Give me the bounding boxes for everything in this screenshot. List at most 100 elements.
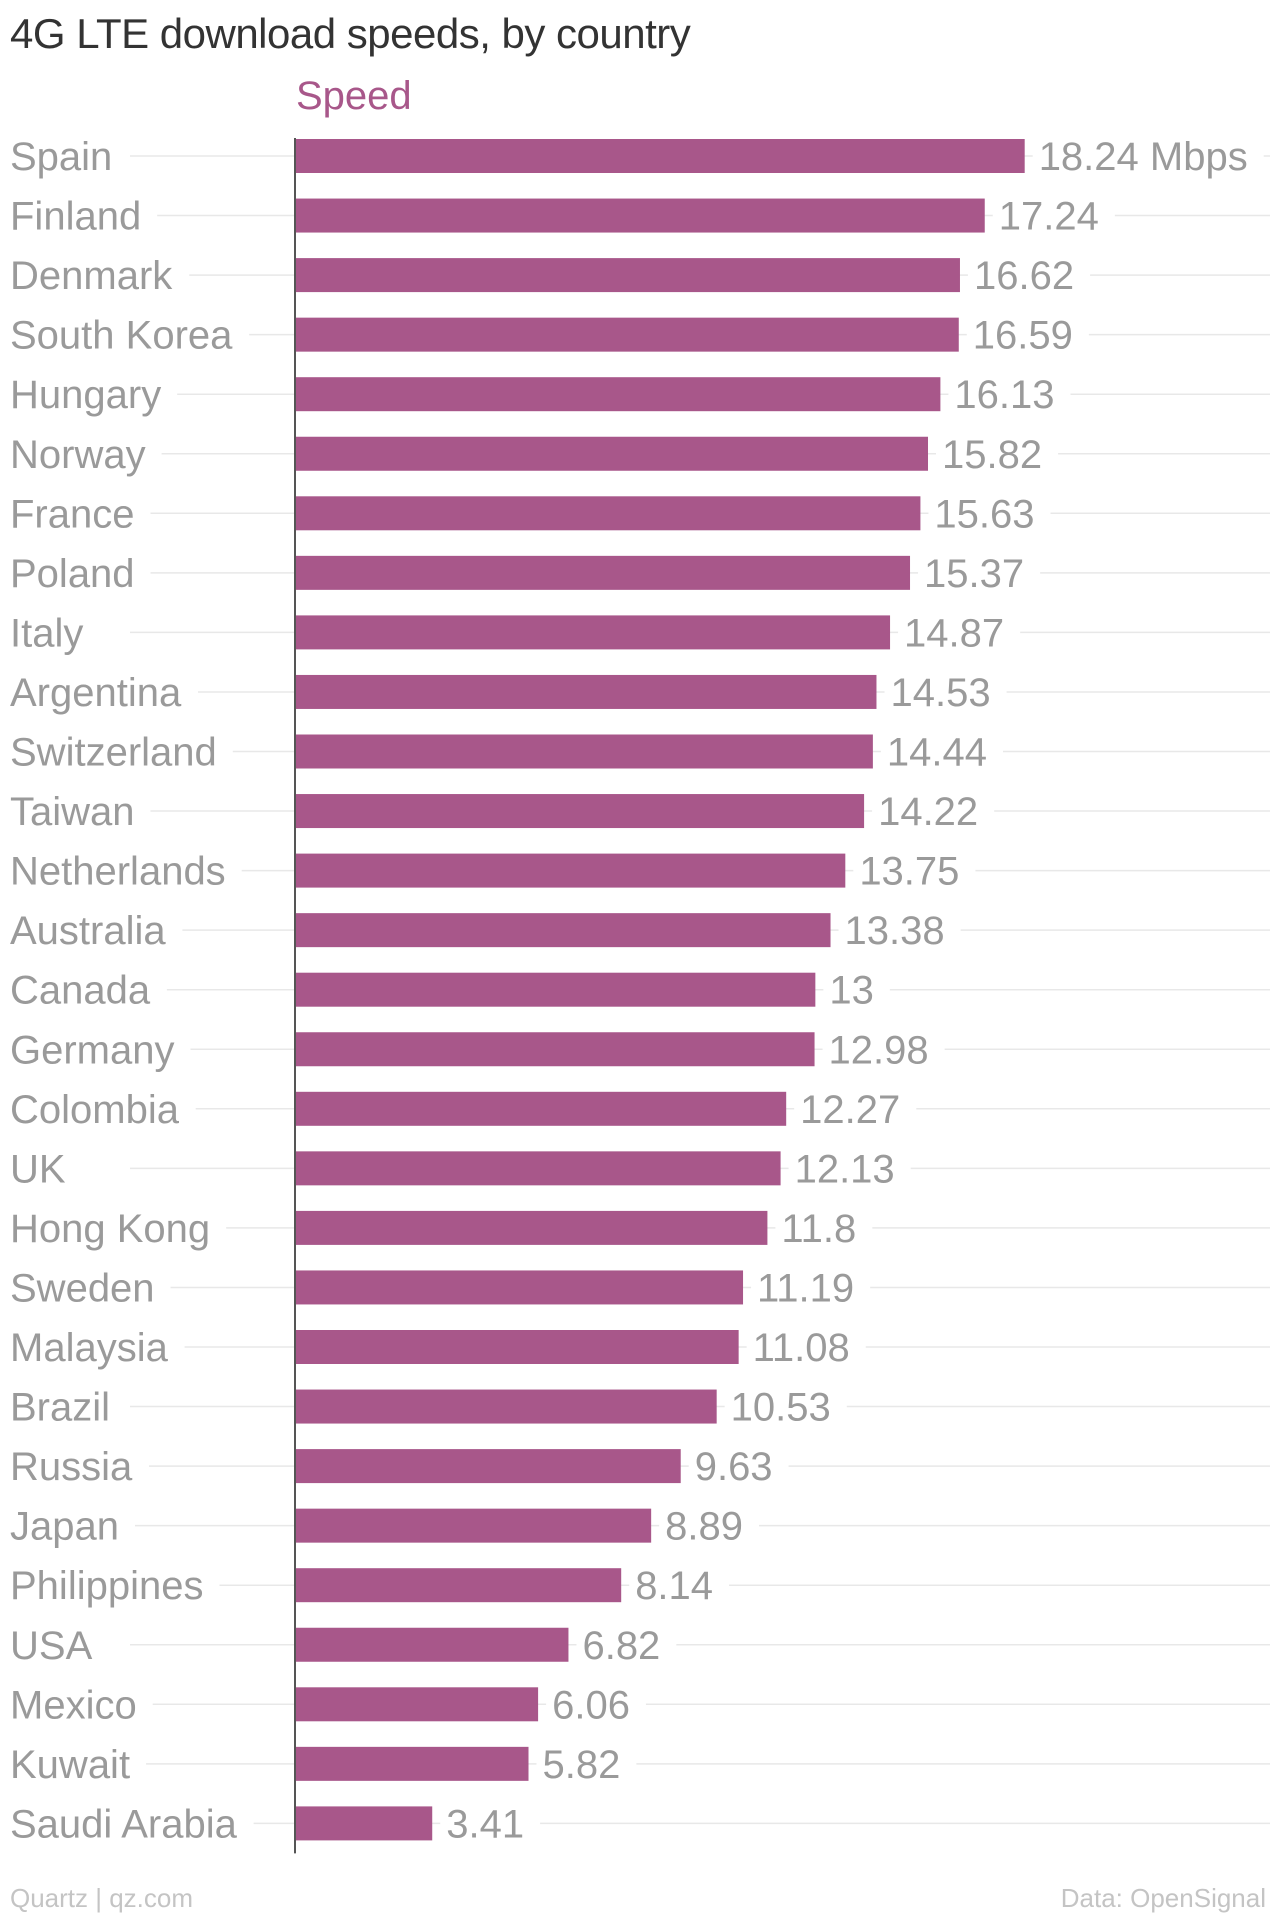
- category-label: Malaysia: [10, 1326, 169, 1370]
- category-label-bg: [0, 609, 100, 658]
- value-label: 6.06: [552, 1683, 630, 1727]
- category-label: Mexico: [10, 1683, 137, 1727]
- value-label: 16.59: [973, 314, 1073, 358]
- category-label: Poland: [10, 552, 135, 596]
- category-label: UK: [10, 1147, 66, 1191]
- category-label: Netherlands: [10, 850, 226, 894]
- value-label: 12.13: [795, 1147, 895, 1191]
- value-label-bg: [966, 311, 1089, 360]
- bar-spain: [296, 139, 1025, 173]
- value-label-bg: [688, 1443, 789, 1492]
- chart-title: 4G LTE download speeds, by country: [10, 10, 691, 57]
- category-label: Philippines: [10, 1564, 203, 1608]
- value-label: 18.24 Mbps: [1039, 135, 1248, 179]
- value-label-bg: [788, 1145, 911, 1194]
- value-label-bg: [536, 1740, 637, 1789]
- series-label: Speed: [296, 74, 412, 118]
- bar-netherlands: [296, 853, 846, 888]
- category-label-bg: [0, 133, 129, 181]
- value-label-bg: [440, 1800, 541, 1849]
- value-label-bg: [822, 1026, 945, 1075]
- category-label: France: [10, 492, 135, 536]
- value-label-bg: [992, 192, 1115, 241]
- value-label: 14.53: [890, 671, 990, 715]
- category-label-bg: [0, 192, 158, 241]
- bar-brazil: [296, 1389, 717, 1424]
- category-label-bg: [0, 311, 250, 360]
- category-label-bg: [0, 1562, 220, 1611]
- value-label-bg: [928, 490, 1051, 539]
- bar-south-korea: [296, 317, 959, 352]
- value-label-bg: [794, 1085, 917, 1134]
- value-label: 12.27: [800, 1088, 900, 1132]
- category-label-bg: [0, 1681, 153, 1730]
- bar-japan: [296, 1508, 652, 1543]
- value-label-bg: [838, 907, 961, 956]
- category-label-bg: [0, 1383, 127, 1432]
- category-label: Hungary: [10, 373, 161, 417]
- category-label: Colombia: [10, 1088, 180, 1132]
- category-label: Japan: [10, 1505, 119, 1549]
- bar-switzerland: [296, 734, 873, 769]
- category-label-bg: [0, 490, 151, 539]
- category-label-bg: [0, 549, 151, 598]
- category-label: Italy: [10, 611, 83, 655]
- value-label: 13: [829, 969, 874, 1013]
- bar-taiwan: [296, 794, 865, 829]
- value-label: 9.63: [695, 1445, 773, 1489]
- category-label: Saudi Arabia: [10, 1802, 238, 1846]
- category-label: Canada: [10, 969, 151, 1013]
- bar-hungary: [296, 377, 941, 412]
- value-label-bg: [898, 609, 1021, 658]
- value-label: 14.44: [887, 731, 987, 775]
- value-label: 14.22: [878, 790, 978, 834]
- bar-germany: [296, 1032, 815, 1067]
- bar-usa: [296, 1627, 569, 1662]
- value-label-bg: [884, 668, 1007, 717]
- value-label-bg: [872, 788, 995, 837]
- value-label-bg: [746, 1324, 866, 1372]
- category-label-bg: [0, 1085, 196, 1134]
- category-label-bg: [0, 907, 183, 956]
- category-label-bg: [0, 1800, 254, 1849]
- value-label: 17.24: [999, 195, 1099, 239]
- value-label-bg: [775, 1204, 873, 1253]
- footer-credit: Data: OpenSignal: [1060, 1883, 1266, 1913]
- value-label-bg: [880, 728, 1003, 777]
- category-label: Switzerland: [10, 731, 217, 775]
- category-label-bg: [0, 728, 233, 777]
- bar-poland: [296, 555, 911, 590]
- category-label-bg: [0, 1740, 147, 1789]
- category-label: Spain: [10, 135, 112, 179]
- value-label: 16.62: [974, 254, 1074, 298]
- bar-denmark: [296, 258, 960, 293]
- category-label-bg: [0, 252, 190, 301]
- value-label: 14.87: [904, 611, 1004, 655]
- category-label-bg: [0, 1026, 191, 1075]
- bar-italy: [296, 615, 891, 650]
- value-label-bg: [936, 430, 1059, 479]
- category-label: Taiwan: [10, 790, 135, 834]
- category-label: Denmark: [10, 254, 173, 298]
- value-label-bg: [948, 371, 1071, 420]
- category-label-bg: [0, 1264, 171, 1313]
- value-label: 3.41: [446, 1802, 524, 1846]
- value-label-bg: [967, 252, 1091, 301]
- bar-norway: [296, 436, 929, 471]
- bars: [296, 139, 1025, 1841]
- bar-uk: [296, 1151, 781, 1186]
- bar-saudi-arabia: [296, 1806, 433, 1841]
- category-label-bg: [0, 788, 151, 837]
- value-label: 15.82: [942, 433, 1042, 477]
- category-label: Kuwait: [10, 1743, 130, 1787]
- value-label-bg: [751, 1264, 871, 1313]
- category-label-bg: [0, 966, 167, 1015]
- value-label: 8.14: [635, 1564, 713, 1608]
- bar-france: [296, 496, 921, 531]
- bar-canada: [296, 972, 816, 1007]
- bar-sweden: [296, 1270, 744, 1305]
- category-label: Norway: [10, 433, 146, 477]
- value-label-bg: [724, 1383, 847, 1432]
- category-label: Argentina: [10, 671, 182, 715]
